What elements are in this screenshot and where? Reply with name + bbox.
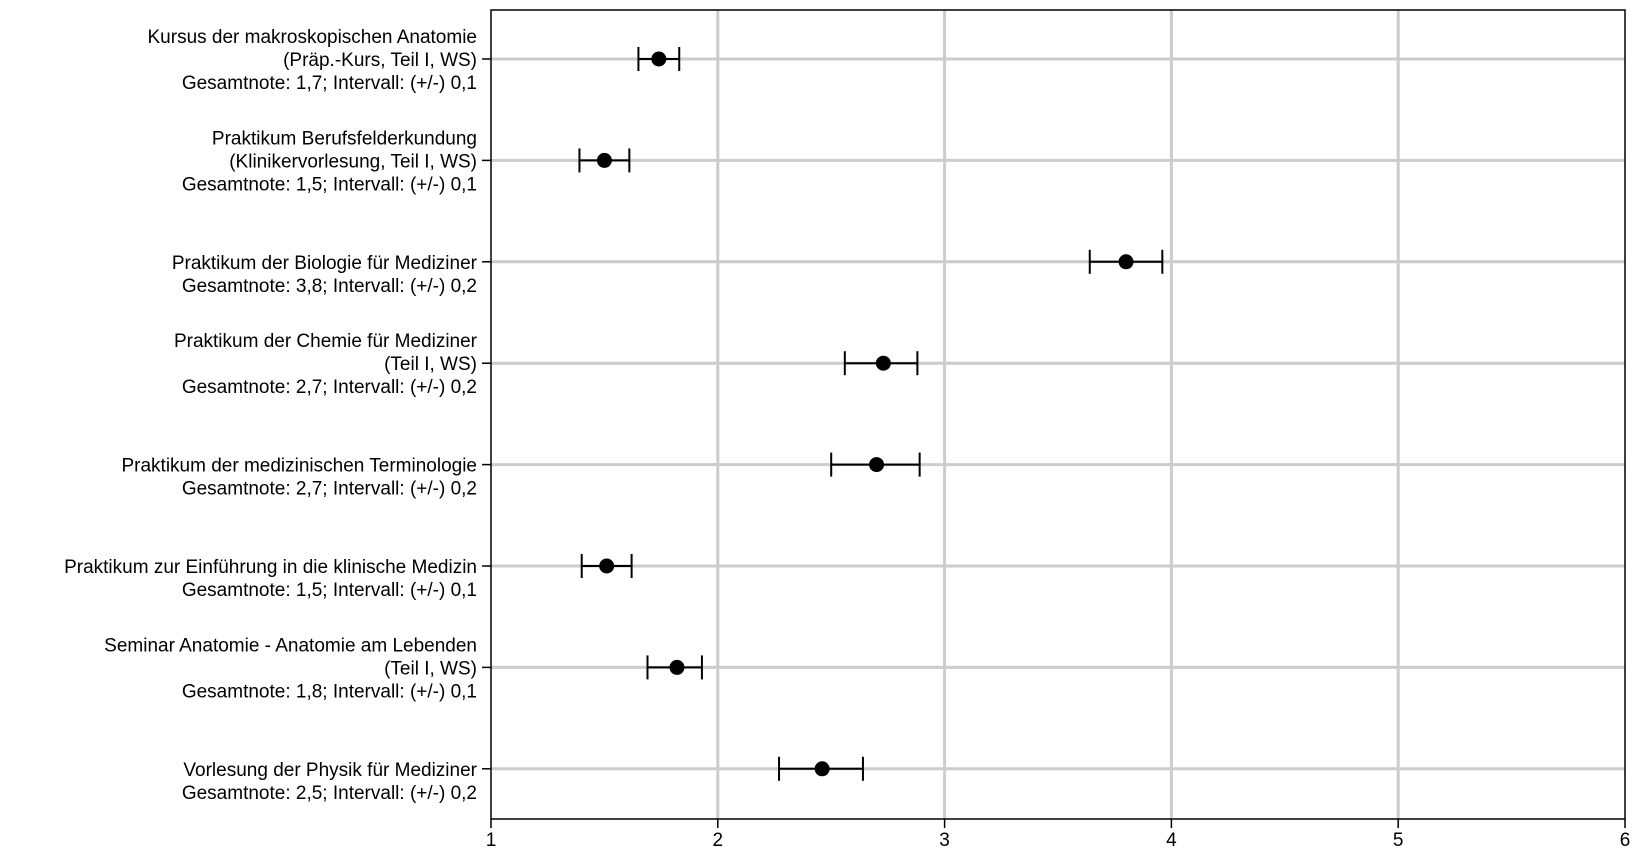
row-label-line: Praktikum der medizinischen Terminologie: [121, 456, 477, 477]
row-lines: [482, 57, 1625, 771]
grid-lines: [716, 10, 1400, 819]
x-tick-label: 1: [486, 830, 497, 851]
row-label-line: Praktikum der Chemie für Mediziner: [174, 331, 478, 352]
row-label-line: Gesamtnote: 1,5; Intervall: (+/-) 0,1: [182, 174, 477, 195]
row-label-line: (Teil I, WS): [384, 354, 477, 375]
x-tick-label: 2: [713, 830, 724, 851]
row-label-line: Gesamtnote: 1,8; Intervall: (+/-) 0,1: [182, 681, 477, 702]
row-label-line: Seminar Anatomie - Anatomie am Lebenden: [104, 635, 477, 656]
data-point: [869, 457, 885, 473]
row-label-line: Gesamtnote: 3,8; Intervall: (+/-) 0,2: [182, 276, 477, 297]
x-tick-label: 6: [1620, 830, 1631, 851]
x-tick-label: 3: [939, 830, 950, 851]
row-label-line: Vorlesung der Physik für Mediziner: [183, 760, 477, 781]
data-point: [1118, 254, 1134, 270]
x-axis: 1 2 3 4 5 6: [486, 819, 1631, 851]
x-tick-label: 5: [1393, 830, 1404, 851]
x-tick-label: 4: [1166, 830, 1177, 851]
data-point: [669, 659, 685, 675]
plot-frame: [490, 9, 1626, 820]
row-label-line: Gesamtnote: 2,5; Intervall: (+/-) 0,2: [182, 783, 477, 804]
row-label-line: (Klinikervorlesung, Teil I, WS): [229, 151, 477, 172]
row-label-line: (Teil I, WS): [384, 658, 477, 679]
row-label-line: Praktikum der Biologie für Mediziner: [172, 253, 478, 274]
row-label-line: Kursus der makroskopischen Anatomie: [148, 27, 478, 48]
data-point: [814, 761, 830, 777]
row-label-line: Gesamtnote: 1,7; Intervall: (+/-) 0,1: [182, 73, 477, 94]
row-label-line: (Präp.-Kurs, Teil I, WS): [283, 50, 477, 71]
row-label-line: Gesamtnote: 2,7; Intervall: (+/-) 0,2: [182, 479, 477, 500]
row-label-line: Praktikum zur Einführung in die klinisch…: [64, 557, 477, 578]
data-point: [875, 355, 891, 371]
data-point: [599, 558, 615, 574]
row-label-line: Gesamtnote: 2,7; Intervall: (+/-) 0,2: [182, 377, 477, 398]
row-labels: Kursus der makroskopischen Anatomie(Präp…: [64, 27, 478, 804]
row-label-line: Praktikum Berufsfelderkundung: [212, 128, 477, 149]
data-point: [596, 152, 612, 168]
data-point: [651, 51, 667, 67]
row-label-line: Gesamtnote: 1,5; Intervall: (+/-) 0,1: [182, 580, 477, 601]
data-marks: [578, 47, 1164, 781]
